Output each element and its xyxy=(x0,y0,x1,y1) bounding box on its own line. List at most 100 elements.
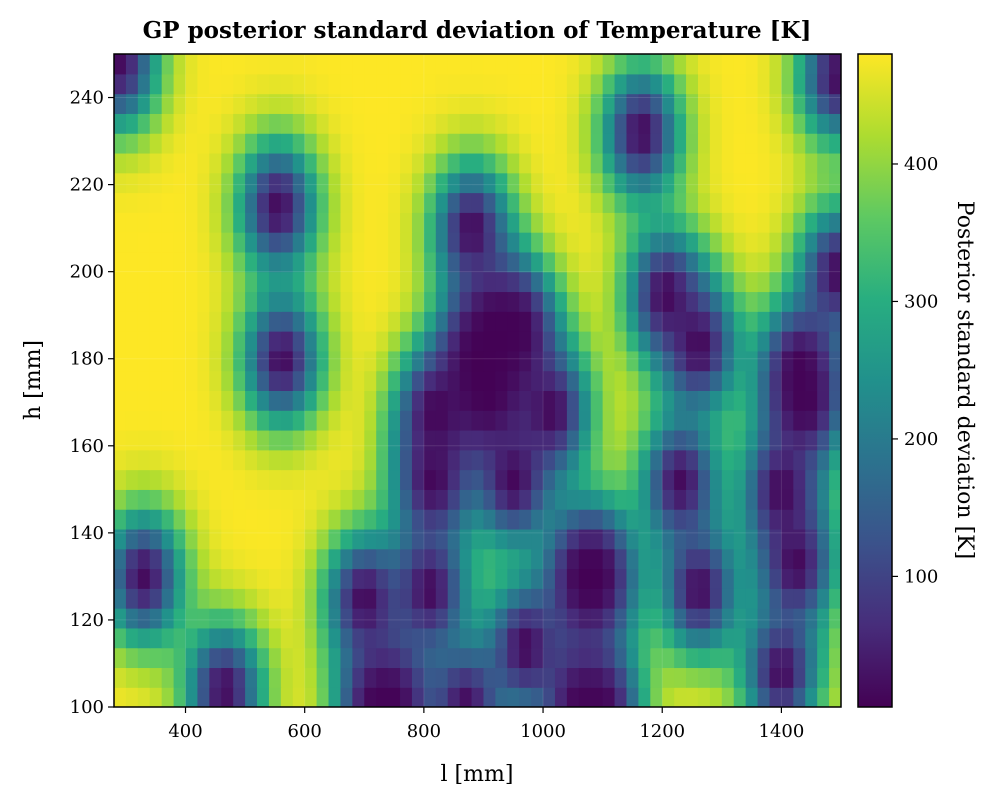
heatmap-cell xyxy=(280,489,294,510)
heatmap-cell xyxy=(340,410,353,431)
heatmap-cell xyxy=(566,687,580,707)
heatmap-cell xyxy=(233,212,246,233)
heatmap-cell xyxy=(602,469,616,490)
heatmap-cell xyxy=(221,489,234,510)
heatmap-cell xyxy=(316,271,330,293)
heatmap-cell xyxy=(566,528,580,550)
heatmap-cell xyxy=(614,93,628,114)
heatmap-cell xyxy=(411,331,425,352)
heatmap-cell xyxy=(340,133,353,154)
heatmap-cell xyxy=(137,350,151,372)
heatmap-cell xyxy=(733,568,747,589)
heatmap-cell xyxy=(602,667,616,688)
heatmap-cell xyxy=(602,251,616,273)
heatmap-cell xyxy=(185,449,199,471)
heatmap-cell xyxy=(817,608,830,629)
heatmap-cell xyxy=(590,588,604,609)
heatmap-cell xyxy=(292,548,306,570)
heatmap-cell xyxy=(781,192,794,213)
heatmap-cell xyxy=(566,509,580,530)
heatmap-cell xyxy=(364,212,377,233)
heatmap-cell xyxy=(114,113,127,134)
heatmap-cell xyxy=(638,271,651,293)
heatmap-cell xyxy=(292,667,306,688)
heatmap-cell xyxy=(769,449,783,471)
heatmap-cell xyxy=(817,291,830,312)
heatmap-cell xyxy=(400,588,413,609)
heatmap-cell xyxy=(221,93,234,114)
heatmap-cell xyxy=(626,232,639,253)
heatmap-cell xyxy=(709,192,723,213)
heatmap-cell xyxy=(531,350,544,372)
heatmap-cell xyxy=(554,331,568,352)
heatmap-cell xyxy=(197,93,210,114)
heatmap-cell xyxy=(316,687,330,707)
heatmap-cell xyxy=(805,152,818,174)
heatmap-cell xyxy=(590,133,604,154)
heatmap-cell xyxy=(149,370,163,391)
heatmap-cell xyxy=(829,331,841,352)
heatmap-cell xyxy=(376,232,389,253)
heatmap-cell xyxy=(114,350,127,372)
heatmap-cell xyxy=(304,73,318,95)
heatmap-cell xyxy=(709,509,723,530)
heatmap-cell xyxy=(817,232,830,253)
heatmap-cell xyxy=(376,687,389,707)
heatmap-cell xyxy=(376,608,389,629)
heatmap-cell xyxy=(686,212,699,233)
heatmap-cell xyxy=(519,548,532,570)
heatmap-cell xyxy=(209,509,222,530)
heatmap-cell xyxy=(328,647,342,669)
heatmap-cell xyxy=(686,390,699,411)
heatmap-cell xyxy=(697,647,711,669)
heatmap-cell xyxy=(793,469,806,490)
heatmap-cell xyxy=(221,469,234,490)
heatmap-cell xyxy=(697,271,711,293)
heatmap-cell xyxy=(352,528,365,550)
heatmap-cell xyxy=(316,647,330,669)
heatmap-cell xyxy=(233,251,246,273)
heatmap-cell xyxy=(209,192,222,213)
heatmap-cell xyxy=(674,627,687,649)
heatmap-cell xyxy=(233,93,246,114)
heatmap-cell xyxy=(316,152,330,174)
heatmap-cell xyxy=(507,54,520,75)
heatmap-cell xyxy=(602,647,616,669)
heatmap-cell xyxy=(686,667,699,688)
heatmap-cell xyxy=(221,192,234,213)
heatmap-cell xyxy=(662,489,675,510)
heatmap-cell xyxy=(423,54,437,75)
heatmap-cell xyxy=(531,73,544,95)
heatmap-cell xyxy=(185,271,199,293)
heatmap-cell xyxy=(554,93,568,114)
heatmap-cell xyxy=(686,251,699,273)
heatmap-cell xyxy=(125,548,139,570)
heatmap-cell xyxy=(483,152,496,174)
heatmap-cell xyxy=(459,152,473,174)
heatmap-cell xyxy=(614,113,628,134)
heatmap-cell xyxy=(745,627,759,649)
heatmap-cell xyxy=(650,271,663,293)
heatmap-cell xyxy=(662,133,675,154)
heatmap-cell xyxy=(829,172,841,194)
heatmap-cell xyxy=(674,568,687,589)
heatmap-cell xyxy=(125,429,139,451)
heatmap-cell xyxy=(197,133,210,154)
heatmap-cell xyxy=(757,568,771,589)
heatmap-cell xyxy=(292,449,306,471)
heatmap-cell xyxy=(280,172,294,194)
heatmap-cell xyxy=(519,93,532,114)
heatmap-cell xyxy=(781,93,794,114)
heatmap-cell xyxy=(674,152,687,174)
heatmap-cell xyxy=(340,568,353,589)
heatmap-cell xyxy=(364,390,377,411)
heatmap-cell xyxy=(125,192,139,213)
heatmap-cell xyxy=(173,390,187,411)
heatmap-cell xyxy=(602,608,616,629)
heatmap-cell xyxy=(245,588,258,609)
heatmap-cell xyxy=(566,667,580,688)
heatmap-cell xyxy=(745,212,759,233)
heatmap-cell xyxy=(364,509,377,530)
heatmap-cell xyxy=(257,54,270,75)
heatmap-cell xyxy=(257,212,270,233)
